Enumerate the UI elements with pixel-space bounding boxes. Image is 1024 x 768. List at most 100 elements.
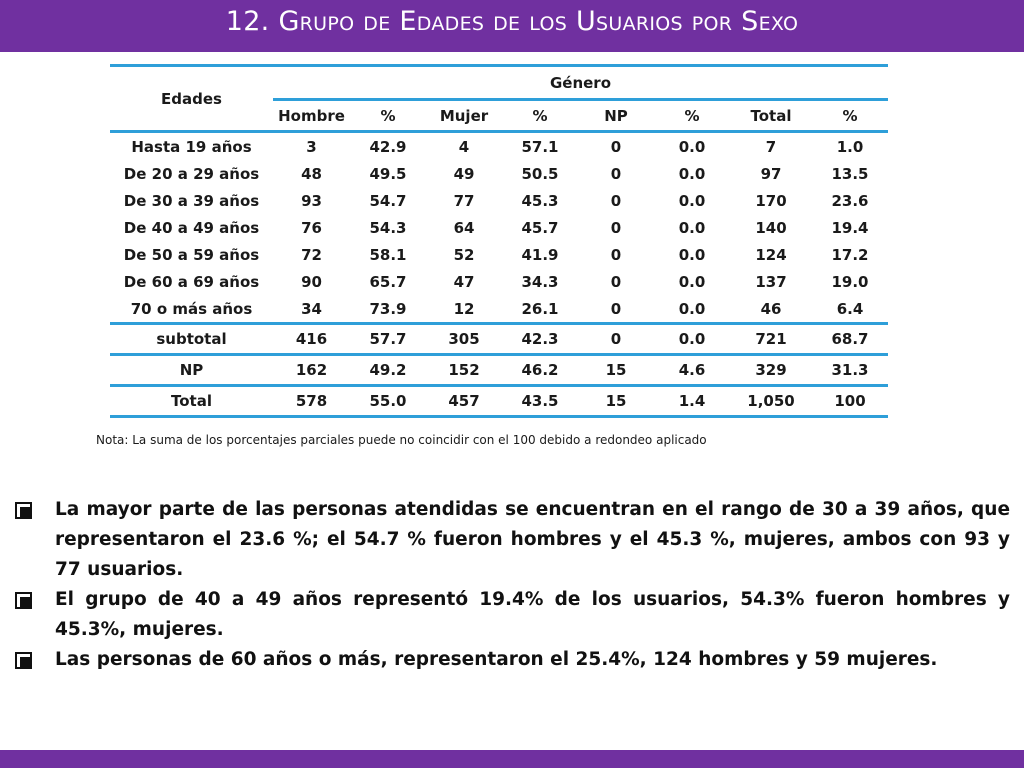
table-cell: 55.0 [369,392,407,410]
subheader-cell: Total [730,99,812,133]
header-genero: Género [273,65,888,101]
table-cell: 4.6 [654,354,730,387]
subheader-cell: % [654,99,730,133]
bullet-text: El grupo de 40 a 49 años representó 19.4… [55,589,1010,640]
row-label: De 20 a 29 años [123,164,260,183]
table-cell: 26.1 [521,299,559,318]
table-cell: 1,050 [747,392,795,410]
table-cell: 52 [453,245,475,264]
checkbox-bullet-icon [15,502,32,519]
bullet-text: Las personas de 60 años o más, represent… [55,649,938,670]
row-label: De 30 a 39 años [123,191,260,210]
row-label: Total [171,392,212,410]
table-cell: 0 [610,137,622,156]
table-row: De 40 a 49 años 76 54.3 64 45.7 0 0.0 14… [110,214,888,241]
table-header-row: Edades Género [110,65,888,133]
row-label: De 60 a 69 años [123,272,260,291]
table-cell: 0.0 [654,322,730,356]
table-cell: 7 [765,137,777,156]
table-cell: 162 [273,354,350,387]
table-cell: 58.1 [369,245,407,264]
table-row: 70 o más años 34 73.9 12 26.1 0 0.0 46 6… [110,295,888,324]
table-cell: 64 [453,218,475,237]
subheader-cell: NP [578,99,654,133]
table-cell: 329 [730,354,812,387]
bullet-text: La mayor parte de las personas atendidas… [55,499,1010,580]
table-cell: 137 [755,272,787,291]
table-note: Nota: La suma de los porcentajes parcial… [96,433,707,447]
table-cell: 45.7 [521,218,559,237]
table-subheader-row: Hombre % Mujer % NP % Total % [110,99,888,133]
table-cell: 15 [578,354,654,387]
table-cell: 12 [453,299,475,318]
subheader-cell: % [350,99,426,133]
total-row: Total 578 55.0 457 43.5 15 1.4 1,050 100 [110,386,888,417]
bullet-item: El grupo de 40 a 49 años representó 19.4… [15,585,1010,645]
subheader-cell: % [502,99,578,133]
table-cell: 0.0 [678,218,706,237]
table-cell: 0 [610,272,622,291]
table-row: De 30 a 39 años 93 54.7 77 45.3 0 0.0 17… [110,187,888,214]
table-cell: 1.4 [678,392,706,410]
table-row: De 20 a 29 años 48 49.5 49 50.5 0 0.0 97… [110,160,888,187]
np-row: NP 162 49.2 152 46.2 15 4.6 329 31.3 [110,354,888,387]
table-cell: 152 [426,354,502,387]
table-cell: 45.3 [521,191,559,210]
table-cell: 54.3 [369,218,407,237]
table-cell: 57.7 [350,322,426,356]
row-label: Hasta 19 años [131,137,252,156]
table-cell: 0 [610,164,622,183]
bullet-item: La mayor parte de las personas atendidas… [15,495,1010,585]
table-cell: 65.7 [369,272,407,291]
table-cell: 93 [301,191,322,210]
table-row: De 60 a 69 años 90 65.7 47 34.3 0 0.0 13… [110,268,888,295]
table-cell: 68.7 [812,322,888,356]
table-cell: 76 [301,218,322,237]
slide-title: 12. Grupo de Edades de los Usuarios por … [225,6,799,37]
table-cell: 23.6 [831,191,869,210]
table-cell: 6.4 [836,299,864,318]
bullet-list: La mayor parte de las personas atendidas… [15,495,1010,675]
subheader-cell: % [812,99,888,133]
table-cell: 124 [755,245,787,264]
table-cell: 31.3 [812,354,888,387]
row-label: subtotal [110,322,273,356]
title-bar [0,0,1024,52]
bullet-item: Las personas de 60 años o más, represent… [15,645,1010,675]
table-cell: 13.5 [831,164,869,183]
table-cell: 90 [301,272,322,291]
table-cell: 0.0 [678,191,706,210]
table-cell: 17.2 [831,245,869,264]
table-cell: 1.0 [836,137,864,156]
table-cell: 19.4 [831,218,869,237]
table-cell: 48 [301,164,322,183]
table-cell: 416 [273,322,350,356]
table-cell: 47 [453,272,475,291]
table-cell: 305 [426,322,502,356]
table-cell: 54.7 [369,191,407,210]
table-cell: 41.9 [521,245,559,264]
table-cell: 97 [760,164,782,183]
table-cell: 3 [306,137,317,156]
table-cell: 73.9 [369,299,407,318]
row-label: De 40 a 49 años [123,218,260,237]
table-cell: 457 [448,392,480,410]
table-cell: 0 [578,322,654,356]
row-label: De 50 a 59 años [123,245,260,264]
table-cell: 100 [834,392,866,410]
table-cell: 42.3 [502,322,578,356]
table-cell: 49.5 [369,164,407,183]
table-cell: 34 [301,299,322,318]
table-cell: 46 [760,299,782,318]
table-cell: 4 [458,137,470,156]
table-cell: 0.0 [678,137,706,156]
table-cell: 0 [610,191,622,210]
checkbox-bullet-icon [15,592,32,609]
table-cell: 43.5 [521,392,559,410]
table-cell: 0.0 [678,164,706,183]
table-cell: 0 [610,299,622,318]
age-gender-table: Edades Género Hombre % Mujer % NP % Tota… [110,64,888,418]
table-cell: 19.0 [831,272,869,291]
table-cell: 0.0 [678,299,706,318]
bottom-bar [0,750,1024,768]
